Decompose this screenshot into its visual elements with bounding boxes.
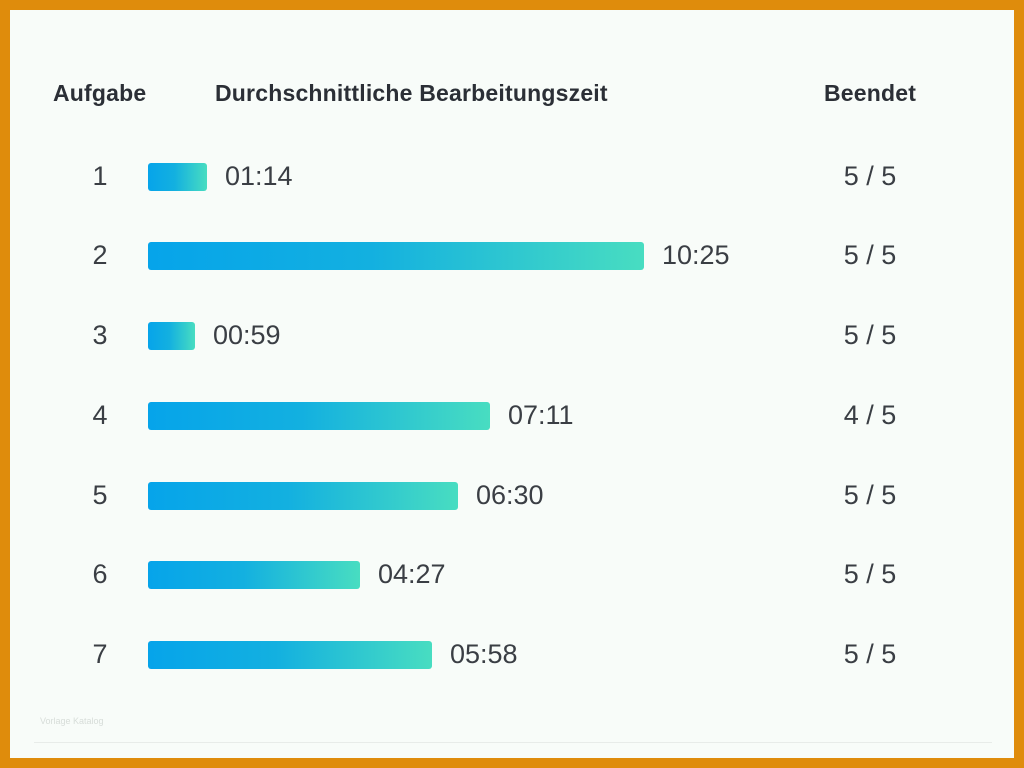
time-label: 00:59	[213, 320, 281, 350]
table-row: 1 01:14 5 / 5	[10, 155, 1014, 199]
time-bar	[148, 242, 644, 270]
table-row: 5 06:30 5 / 5	[10, 474, 1014, 518]
time-bar	[148, 561, 360, 589]
bottom-divider	[34, 742, 992, 743]
time-label: 07:11	[508, 400, 574, 430]
completed-count: 5 / 5	[843, 161, 897, 191]
completed-count: 5 / 5	[843, 240, 897, 270]
time-label: 04:27	[378, 559, 446, 589]
time-label: 01:14	[225, 161, 293, 191]
completed-count: 4 / 5	[843, 400, 897, 430]
task-number: 2	[92, 240, 108, 270]
header-task: Aufgabe	[53, 80, 147, 106]
table-row: 2 10:25 5 / 5	[10, 234, 1014, 278]
time-bar	[148, 163, 207, 191]
chart-panel: Aufgabe Durchschnittliche Bearbeitungsze…	[10, 10, 1014, 758]
completed-count: 5 / 5	[843, 559, 897, 589]
time-label: 10:25	[662, 240, 730, 270]
table-row: 3 00:59 5 / 5	[10, 314, 1014, 358]
task-number: 3	[92, 320, 108, 350]
task-number: 7	[92, 639, 108, 669]
time-label: 06:30	[476, 480, 544, 510]
completed-count: 5 / 5	[843, 480, 897, 510]
time-label: 05:58	[450, 639, 518, 669]
header-average-time: Durchschnittliche Bearbeitungszeit	[215, 80, 608, 106]
table-row: 6 04:27 5 / 5	[10, 553, 1014, 597]
header-completed: Beendet	[824, 80, 917, 106]
time-bar	[148, 402, 490, 430]
completed-count: 5 / 5	[843, 639, 897, 669]
time-bar	[148, 322, 195, 350]
task-number: 6	[92, 559, 108, 589]
task-number: 1	[92, 161, 108, 191]
task-number: 5	[92, 480, 108, 510]
completed-count: 5 / 5	[843, 320, 897, 350]
table-row: 7 05:58 5 / 5	[10, 633, 1014, 677]
time-bar	[148, 641, 432, 669]
task-number: 4	[92, 400, 108, 430]
table-row: 4 07:11 4 / 5	[10, 394, 1014, 438]
time-bar	[148, 482, 458, 510]
watermark-text: Vorlage Katalog	[40, 716, 104, 726]
